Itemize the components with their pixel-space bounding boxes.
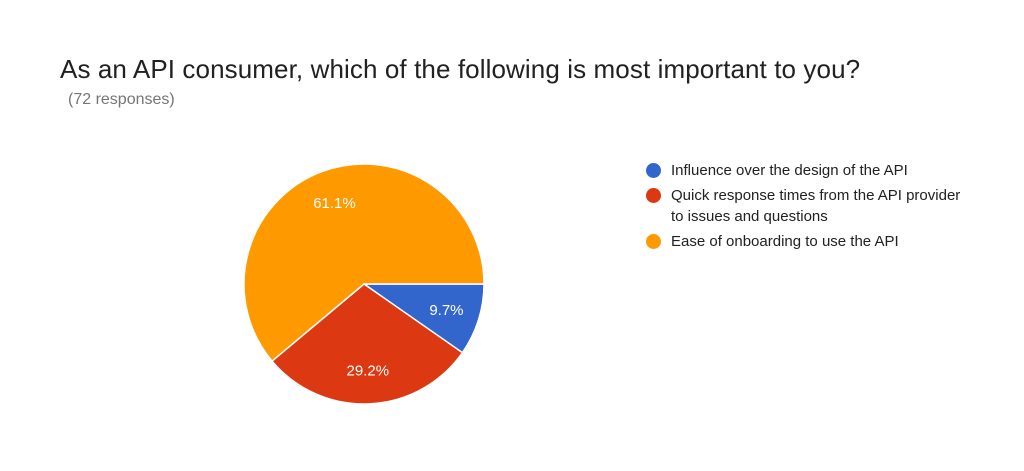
pie-slice-onboarding[interactable] [243,163,485,363]
pie-label-influence: 9.7% [429,302,463,319]
legend-swatch-orange [646,234,661,249]
legend-label: Ease of onboarding to use the API [671,233,899,250]
legend-item-onboarding[interactable]: Ease of onboarding to use the API [646,231,976,252]
legend-label: Influence over the design of the API [671,162,908,179]
legend-swatch-red [646,188,661,203]
pie-label-onboarding: 61.1% [313,195,356,212]
pie-label-quick-response: 29.2% [347,362,390,379]
legend-swatch-blue [646,163,661,178]
legend-label: Quick response times from the API provid… [671,187,961,225]
chart-legend: Influence over the design of the API Qui… [646,160,976,256]
response-count: (72 responses) [68,91,175,108]
question-title: As an API consumer, which of the followi… [60,54,861,84]
pie-slice-quick-response[interactable] [270,283,464,405]
pie-slice-influence[interactable] [361,283,485,354]
legend-item-influence[interactable]: Influence over the design of the API [646,160,976,181]
legend-item-quick-response[interactable]: Quick response times from the API provid… [646,185,976,227]
